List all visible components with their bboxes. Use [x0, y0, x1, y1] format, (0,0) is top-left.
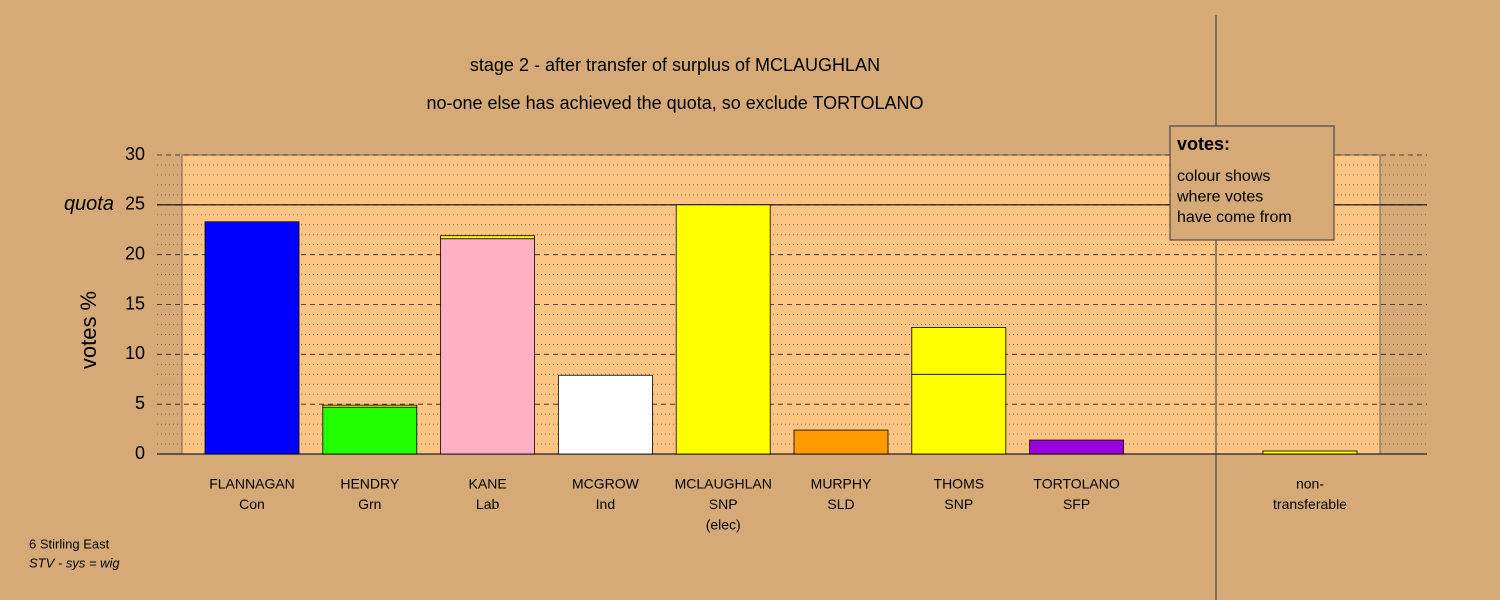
- x-tick-label: SNP: [944, 496, 973, 512]
- chart-title: stage 2 - after transfer of surplus of M…: [470, 55, 880, 75]
- x-tick-label: (elec): [706, 517, 741, 533]
- bar-segment: [440, 238, 536, 455]
- y-tick-label: 0: [135, 443, 145, 463]
- bar-segment: [322, 404, 418, 408]
- footer-line: 6 Stirling East: [29, 536, 110, 551]
- bar-segment: [675, 204, 771, 455]
- legend-title: votes:: [1177, 134, 1230, 154]
- y-tick-label: 10: [125, 343, 145, 363]
- bar-segment: [911, 373, 1007, 455]
- x-tick-label: non-: [1296, 476, 1324, 492]
- x-tick-label: HENDRY: [340, 476, 400, 492]
- x-tick-label: MURPHY: [811, 476, 872, 492]
- bar-segment: [1262, 450, 1358, 455]
- chart-subtitle: no-one else has achieved the quota, so e…: [427, 93, 924, 113]
- x-tick-label: FLANNAGAN: [209, 476, 295, 492]
- legend-text: where votes: [1176, 189, 1263, 206]
- bar-segment: [204, 221, 300, 455]
- x-tick-label: Con: [239, 496, 265, 512]
- x-tick-label: SFP: [1063, 496, 1090, 512]
- x-tick-label: Lab: [476, 496, 500, 512]
- bar-segment: [793, 429, 889, 455]
- x-tick-label: KANE: [469, 476, 507, 492]
- x-tick-label: SLD: [827, 496, 854, 512]
- x-tick-label: Grn: [358, 496, 381, 512]
- bar-segment: [911, 327, 1007, 375]
- legend-text: have come from: [1177, 209, 1292, 226]
- footer-line: STV - sys = wig: [29, 555, 120, 570]
- x-tick-label: Ind: [596, 496, 615, 512]
- legend-box: [1169, 125, 1335, 241]
- y-axis-label: votes %: [76, 291, 101, 369]
- x-tick-label: transferable: [1273, 496, 1347, 512]
- y-tick-label: 5: [135, 393, 145, 413]
- quota-label: quota: [64, 193, 114, 215]
- bar-segment: [558, 374, 653, 455]
- legend-text: colour shows: [1177, 168, 1270, 185]
- x-tick-label: THOMS: [934, 476, 985, 492]
- y-tick-label: 30: [125, 144, 145, 164]
- x-tick-label: TORTOLANO: [1033, 476, 1119, 492]
- y-tick-label: 25: [125, 194, 145, 214]
- x-tick-label: MCGROW: [572, 476, 640, 492]
- x-tick-label: MCLAUGHLAN: [675, 476, 772, 492]
- bar-segment: [440, 235, 536, 240]
- bar-segment: [1029, 439, 1124, 455]
- x-tick-label: SNP: [709, 496, 738, 512]
- y-tick-label: 20: [125, 243, 145, 263]
- bar-segment: [322, 406, 418, 455]
- y-tick-label: 15: [125, 293, 145, 313]
